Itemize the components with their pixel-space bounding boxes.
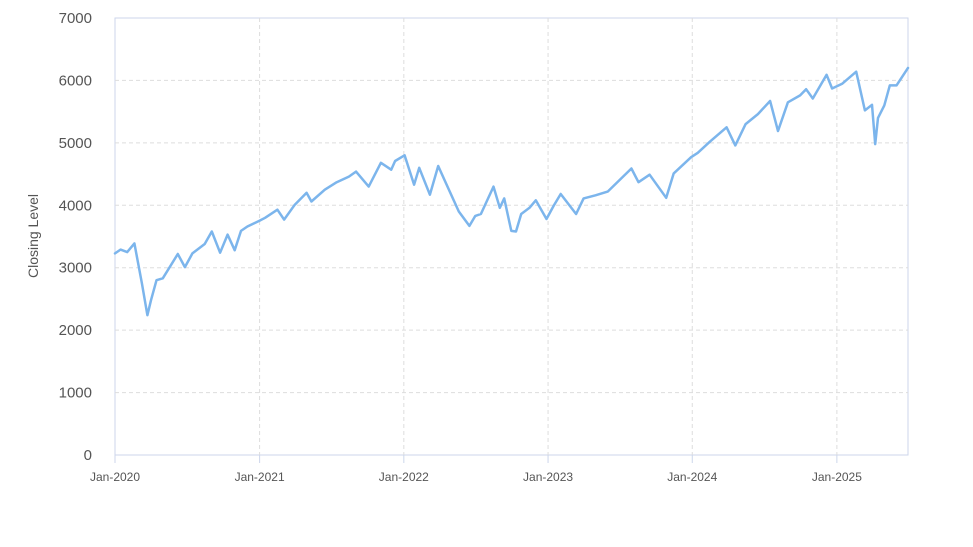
series-line [113,66,910,317]
x-tick-label: Jan-2025 [812,470,862,484]
y-axis-ticks: 0 1000 2000 3000 4000 5000 6000 7000 [59,10,92,464]
x-tick-label: Jan-2022 [379,470,429,484]
y-tick-label: 6000 [59,72,92,89]
y-tick-label: 0 [84,447,92,464]
y-tick-label: 1000 [59,385,92,402]
y-tick-label: 2000 [59,322,92,339]
x-axis-ticks: Jan-2020 Jan-2021 Jan-2022 Jan-2023 Jan-2024… [90,455,862,484]
y-tick-label: 7000 [59,10,92,27]
y-axis-title: Closing Level [25,194,41,278]
series-group [113,66,910,317]
y-tick-label: 3000 [59,260,92,277]
x-tick-label: Jan-2020 [90,470,140,484]
x-tick-label: Jan-2024 [667,470,717,484]
y-tick-label: 4000 [59,197,92,214]
y-tick-label: 5000 [59,135,92,152]
horizontal-gridlines [115,79,908,394]
x-tick-label: Jan-2021 [235,470,285,484]
plot-area [114,17,909,456]
vertical-gridlines [259,18,838,455]
x-tick-label: Jan-2023 [523,470,573,484]
